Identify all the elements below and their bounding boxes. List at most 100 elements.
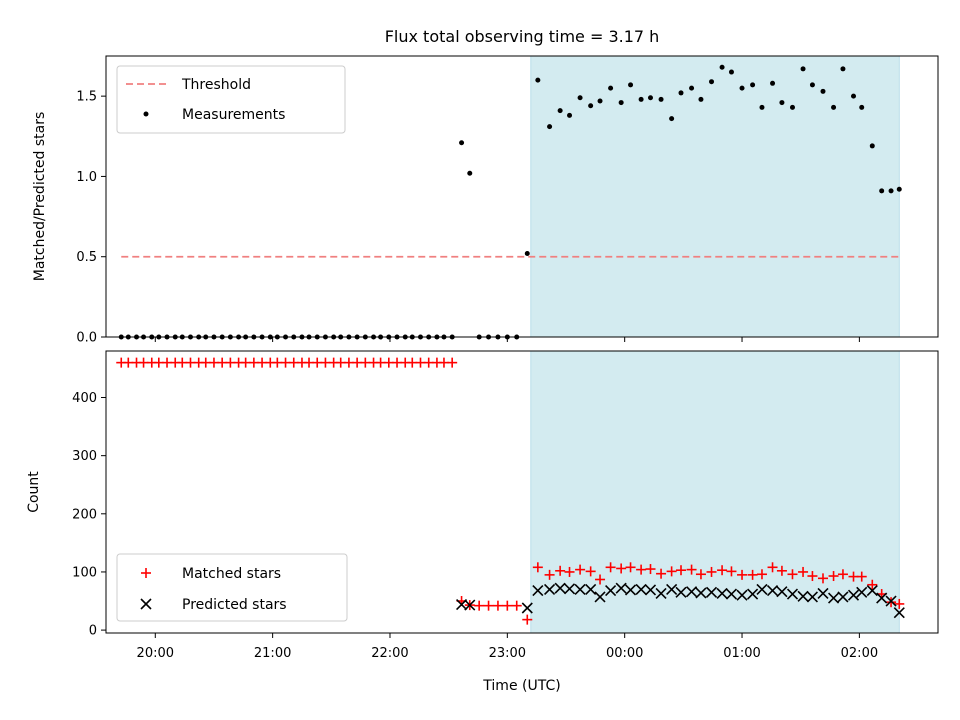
predicted-star-point — [464, 599, 476, 611]
matched-star-point — [817, 573, 828, 584]
measurement-point — [709, 79, 715, 85]
predicted-star-point — [521, 602, 533, 614]
top-panel: 0.0 0.5 1.0 1.5 Matched/Predicted stars Thr… — [32, 55, 939, 346]
matched-star-point — [544, 569, 555, 580]
matched-star-point — [747, 569, 758, 580]
measurement-point — [535, 77, 541, 83]
measurement-point — [638, 96, 644, 102]
predicted-star-point — [624, 584, 637, 596]
bottom-legend-box — [116, 553, 348, 622]
predicted-star-point — [675, 586, 687, 598]
measurement-point — [588, 103, 594, 109]
matched-star-point — [483, 600, 494, 611]
legend-measurements-swatch — [143, 111, 149, 117]
predicted-star-point — [776, 586, 788, 598]
predicted-star-point — [585, 583, 597, 595]
predicted-star-point — [736, 589, 748, 601]
predicted-star-point — [605, 584, 617, 597]
measurement-point — [618, 100, 624, 106]
top-axes-frame — [105, 55, 939, 338]
measurement-point — [789, 104, 795, 110]
matched-star-point — [837, 569, 848, 580]
measurement-point — [669, 116, 675, 122]
matched-star-point — [555, 565, 566, 576]
legend-predicted-label: Predicted stars — [182, 597, 287, 613]
predicted-star-point — [635, 583, 647, 595]
measurement-point — [800, 66, 806, 72]
top-ticks: 0.0 0.5 1.0 1.5 — [76, 90, 860, 346]
measurement-point — [658, 96, 664, 102]
legend-threshold-label: Threshold — [181, 77, 251, 93]
measurement-point — [739, 85, 745, 91]
predicted-star-point — [544, 583, 556, 595]
measurement-point — [831, 104, 837, 110]
predicted-star-point — [856, 586, 868, 598]
measurement-point — [869, 143, 875, 149]
matched-star-point — [616, 563, 627, 574]
top-y-tick-label: 0.0 — [76, 331, 97, 346]
legend-matched-label: Matched stars — [182, 566, 281, 582]
measurement-point — [840, 66, 846, 72]
predicted-star-point — [716, 587, 728, 600]
bottom-legend: Matched stars Predicted stars — [116, 553, 348, 622]
predicted-star-point — [866, 584, 878, 597]
measurement-point — [896, 186, 902, 192]
measurement-point — [608, 85, 614, 91]
predicted-star-point — [695, 587, 707, 599]
bottom-y-axis-label: Count — [26, 471, 42, 513]
matched-star-point — [575, 564, 586, 575]
predicted-star-point — [876, 592, 888, 604]
matched-star-point — [776, 565, 787, 576]
matched-star-point — [605, 562, 616, 573]
measurement-point — [698, 96, 704, 102]
x-tick-label: 21:00 — [254, 646, 291, 661]
matched-star-point — [511, 600, 522, 611]
matched-star-point — [767, 562, 778, 573]
legend-predicted-swatch — [140, 598, 152, 610]
predicted-star-point — [563, 583, 576, 595]
measurement-point — [851, 93, 857, 99]
matched-star-point — [828, 571, 839, 582]
measurement-point — [628, 82, 634, 88]
measurement-point — [689, 85, 695, 91]
x-tick-label: 22:00 — [371, 646, 408, 661]
x-tick-label: 23:00 — [489, 646, 526, 661]
legend-matched-swatch — [141, 568, 151, 578]
top-y-tick-label: 1.5 — [76, 90, 97, 105]
bottom-y-tick-label: 400 — [72, 391, 97, 406]
predicted-star-point — [797, 590, 809, 602]
top-y-axis-label: Matched/Predicted stars — [32, 112, 48, 282]
measurement-point — [719, 64, 725, 70]
matched-star-point — [625, 562, 636, 573]
matched-star-point — [894, 598, 905, 609]
chart-title: Flux total observing time = 3.17 h — [385, 27, 660, 46]
predicted-star-point — [847, 589, 860, 601]
bottom-y-tick-label: 100 — [72, 565, 97, 580]
measurement-point — [524, 251, 530, 257]
measurement-point — [779, 100, 785, 106]
predicted-star-point — [686, 586, 698, 598]
matched-star-point — [585, 566, 596, 577]
top-legend: Threshold Measurements — [116, 65, 346, 134]
measurement-point — [770, 80, 776, 86]
predicted-star-point — [885, 595, 897, 607]
measurement-point — [678, 90, 684, 96]
measurement-point — [547, 124, 553, 130]
measurement-point — [750, 82, 756, 88]
predicted-star-point — [615, 582, 627, 594]
matched-star-point — [532, 562, 543, 573]
measurement-point — [647, 95, 653, 101]
matched-star-point — [686, 564, 697, 575]
measurement-point — [820, 88, 826, 94]
predicted-star-point — [594, 591, 606, 603]
predicted-star-point — [817, 587, 829, 600]
bottom-observing-span — [530, 350, 900, 634]
matched-star-point — [645, 564, 656, 575]
bottom-axes-frame — [105, 350, 939, 634]
predicted-star-point — [666, 583, 678, 595]
legend-measurements-label: Measurements — [182, 107, 285, 123]
x-tick-label: 20:00 — [137, 646, 174, 661]
predicted-star-point — [827, 592, 840, 604]
matched-star-point — [717, 565, 728, 576]
predicted-star-point — [806, 591, 819, 603]
